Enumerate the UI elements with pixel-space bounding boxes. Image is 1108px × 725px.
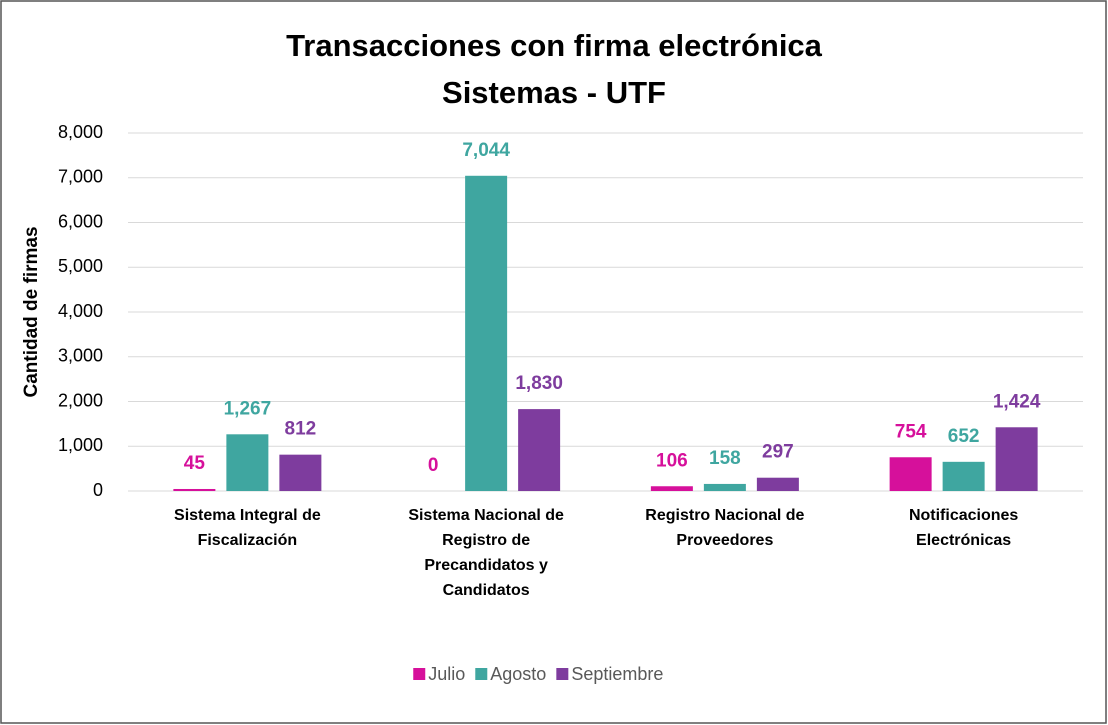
bar <box>889 457 932 491</box>
value-label: 45 <box>184 453 206 474</box>
bar <box>518 409 561 491</box>
x-tick-label: Notificaciones Electrónicas <box>909 507 1018 549</box>
y-tick-label: 4,000 <box>58 301 103 321</box>
value-label: 7,044 <box>462 140 510 161</box>
y-tick-label: 3,000 <box>58 346 103 366</box>
bar <box>279 454 322 491</box>
legend-swatch <box>475 668 488 680</box>
x-tick-label: Registro Nacional de Proveedores <box>645 507 804 549</box>
x-tick-line: Candidatos <box>443 582 530 599</box>
bar <box>173 488 216 491</box>
y-tick-label: 2,000 <box>58 390 103 410</box>
bar <box>703 483 746 491</box>
x-tick-label: Sistema Integral de Fiscalización <box>174 507 321 549</box>
bar <box>465 175 508 491</box>
legend-label: Septiembre <box>571 664 663 684</box>
bar <box>942 461 985 491</box>
bar <box>756 477 799 491</box>
y-tick-label: 0 <box>93 480 103 500</box>
value-label: 1,267 <box>224 398 272 419</box>
x-tick-line: Notificaciones <box>909 507 1018 524</box>
x-tick-line: Proveedores <box>676 532 773 549</box>
bar <box>650 486 693 491</box>
legend-swatch <box>413 668 426 680</box>
x-tick-line: Registro Nacional de <box>645 507 804 524</box>
x-tick-label: Sistema Nacional de Registro de Precandida… <box>408 507 564 599</box>
value-label: 297 <box>762 442 794 463</box>
value-label: 652 <box>948 426 980 447</box>
value-label: 158 <box>709 448 741 469</box>
chart-title: Transacciones con firma electrónica <box>286 28 823 63</box>
bar <box>995 427 1038 491</box>
y-tick-label: 5,000 <box>58 256 103 276</box>
chart-title: Sistemas - UTF <box>442 75 666 110</box>
y-tick-label: 6,000 <box>58 211 103 231</box>
x-tick-line: Precandidatos y <box>424 557 548 574</box>
value-label: 106 <box>656 450 688 471</box>
value-label: 754 <box>895 421 927 442</box>
x-tick-line: Electrónicas <box>916 532 1011 549</box>
y-tick-label: 7,000 <box>58 167 103 187</box>
x-tick-line: Registro de <box>442 532 530 549</box>
value-label: 812 <box>285 419 317 440</box>
x-tick-line: Sistema Integral de <box>174 507 321 524</box>
legend-label: Julio <box>428 664 465 684</box>
y-tick-label: 8,000 <box>58 122 103 142</box>
x-tick-line: Sistema Nacional de <box>408 507 564 524</box>
value-label: 1,424 <box>993 391 1041 412</box>
y-axis-label: Cantidad de firmas <box>21 226 42 397</box>
value-label: 0 <box>428 455 439 476</box>
y-tick-label: 1,000 <box>58 435 103 455</box>
legend-swatch <box>556 668 569 680</box>
value-label: 1,830 <box>515 373 563 394</box>
legend-label: Agosto <box>490 664 546 684</box>
bar <box>226 434 269 491</box>
x-tick-line: Fiscalización <box>198 532 298 549</box>
